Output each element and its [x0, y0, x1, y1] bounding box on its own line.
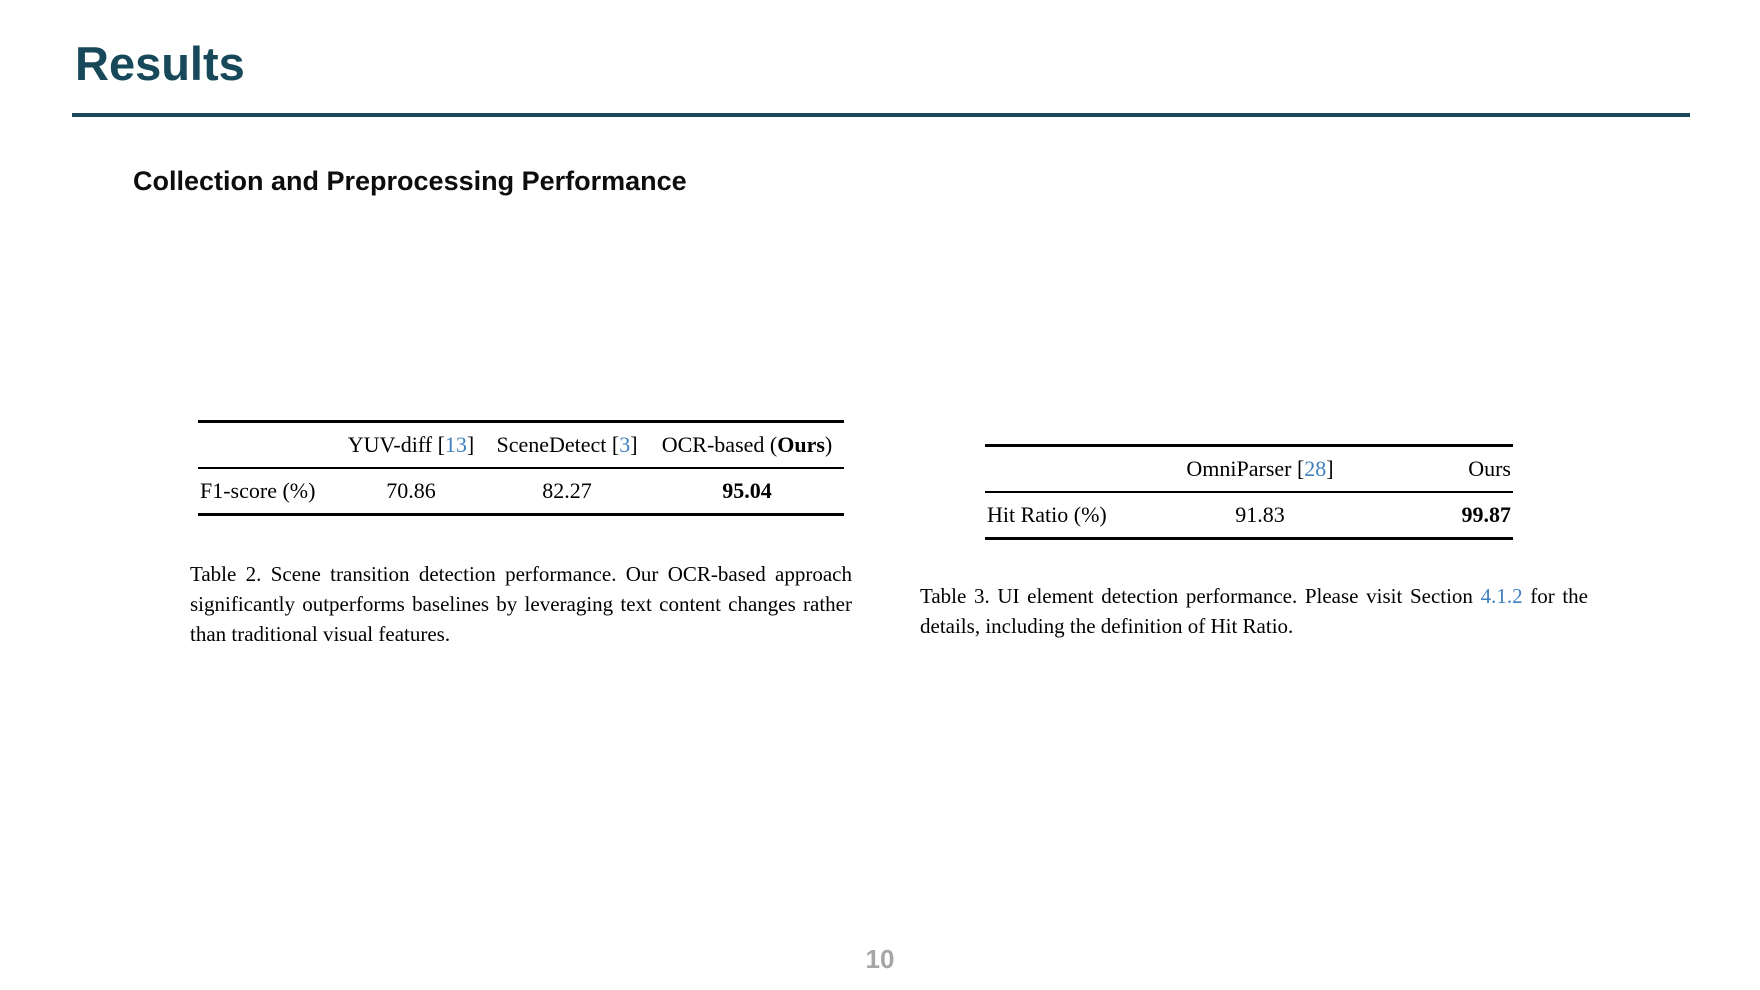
table-row: Hit Ratio (%) 91.83 99.87 [985, 492, 1513, 539]
section-subtitle: Collection and Preprocessing Performance [133, 166, 687, 196]
column-header-omniparser: OmniParser [28] [1145, 446, 1375, 493]
empty-header-cell [985, 446, 1145, 493]
method-name: YUV-diff [ [347, 432, 445, 457]
bracket-close: ] [630, 432, 638, 457]
bracket-close: ] [466, 432, 475, 457]
method-name: OCR-based ( [661, 432, 778, 457]
caption-text: for the details, including the definitio… [920, 584, 1588, 639]
ui-element-detection-table: OmniParser [28] Ours Hit Ratio (%) 91.83… [985, 444, 1513, 540]
caption-text: Table 3. UI element detection performanc… [920, 584, 1481, 608]
method-name: SceneDetect [ [496, 432, 620, 457]
column-header-ours: Ours [1468, 456, 1511, 481]
method-name: OmniParser [ [1186, 456, 1305, 481]
value-ours: 99.87 [1461, 502, 1512, 527]
value-omniparser: 91.83 [1235, 502, 1285, 527]
table-row: F1-score (%) 70.86 82.27 95.04 [198, 468, 844, 515]
metric-label: Hit Ratio (%) [987, 502, 1107, 527]
column-header-ocr-based: OCR-based (Ours) [650, 422, 844, 469]
ours-label: Ours [777, 432, 825, 457]
table-header-row: YUV-diff [13] SceneDetect [3] OCR-based … [198, 422, 844, 469]
citation-13-link[interactable]: 13 [444, 432, 467, 457]
table2-caption: Table 2. Scene transition detection perf… [190, 562, 852, 647]
metric-label: F1-score (%) [200, 478, 316, 503]
title-divider [72, 113, 1690, 117]
page-title: Results [75, 37, 245, 90]
value-yuv-diff: 70.86 [386, 478, 436, 503]
column-header-yuv-diff: YUV-diff [13] [338, 422, 484, 469]
citation-3-link[interactable]: 3 [619, 432, 631, 457]
scene-transition-table: YUV-diff [13] SceneDetect [3] OCR-based … [198, 420, 844, 516]
citation-28-link[interactable]: 28 [1304, 456, 1327, 481]
column-header-scenedetect: SceneDetect [3] [484, 422, 650, 469]
page-number: 10 [865, 944, 895, 974]
table-header-row: OmniParser [28] Ours [985, 446, 1513, 493]
value-scenedetect: 82.27 [542, 478, 592, 503]
paren-close: ) [824, 432, 833, 457]
value-ours: 95.04 [722, 478, 772, 503]
bracket-close: ] [1326, 456, 1334, 481]
table3-caption: Table 3. UI element detection performanc… [920, 581, 1588, 641]
section-4-1-2-link[interactable]: 4.1.2 [1480, 584, 1523, 608]
empty-header-cell [198, 422, 338, 469]
